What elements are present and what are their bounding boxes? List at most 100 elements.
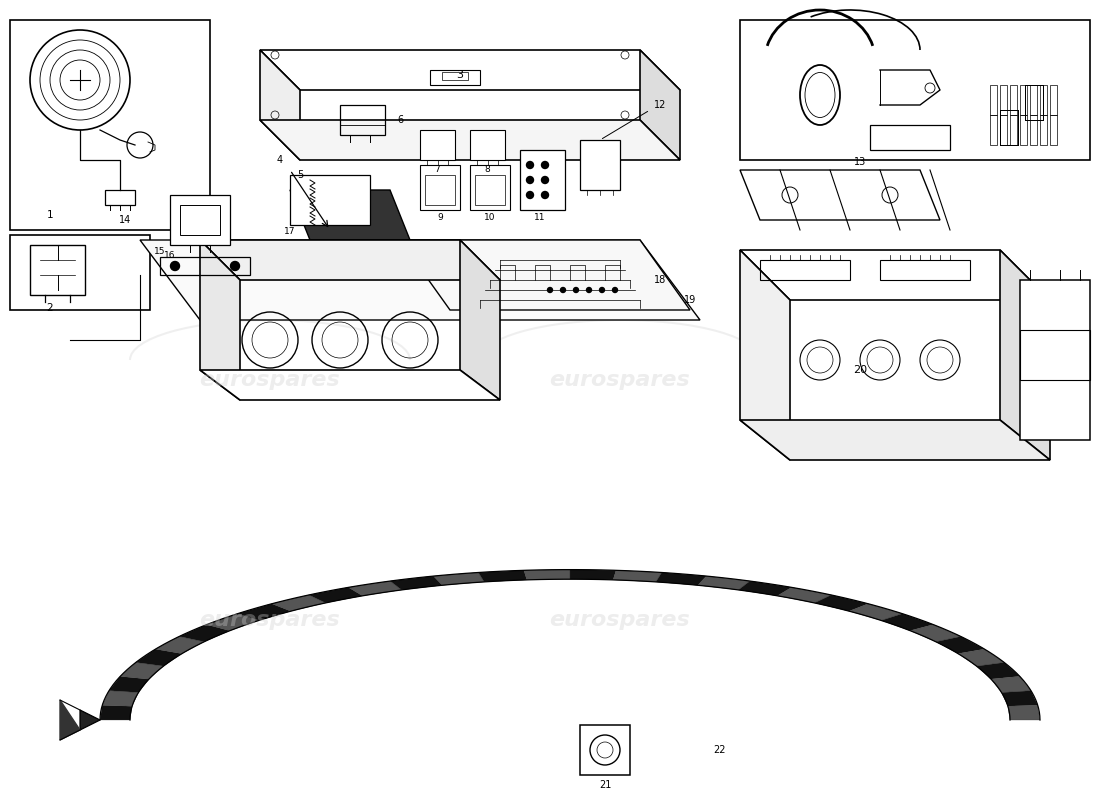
Polygon shape [740, 420, 1050, 460]
Text: 7: 7 [434, 166, 440, 174]
Polygon shape [260, 50, 680, 90]
Polygon shape [400, 240, 690, 310]
Text: 8: 8 [485, 166, 491, 174]
Bar [1000, 110, 1018, 145]
Polygon shape [260, 50, 300, 160]
Bar [1000, 110, 1018, 145]
Polygon shape [80, 710, 100, 730]
Polygon shape [849, 604, 902, 621]
Text: 13: 13 [854, 157, 866, 167]
Bar [442, 72, 468, 80]
Polygon shape [738, 581, 792, 596]
Bar [740, 20, 1090, 160]
Text: 19: 19 [684, 295, 696, 305]
Circle shape [613, 287, 617, 293]
Bar [1025, 85, 1043, 120]
Text: 6: 6 [397, 115, 403, 125]
Bar [420, 165, 460, 210]
Bar [990, 85, 997, 115]
Polygon shape [977, 662, 1020, 679]
Polygon shape [910, 625, 960, 642]
Text: 11: 11 [535, 214, 546, 222]
Polygon shape [102, 690, 139, 706]
Text: 15: 15 [154, 247, 166, 257]
Text: 18: 18 [653, 275, 667, 285]
Bar [1025, 85, 1043, 120]
Text: eurospares: eurospares [550, 370, 691, 390]
Bar [1025, 85, 1043, 120]
Polygon shape [272, 595, 326, 611]
Bar [170, 195, 230, 245]
Polygon shape [207, 614, 258, 630]
Bar [290, 175, 370, 225]
Polygon shape [135, 649, 182, 666]
Polygon shape [60, 700, 80, 740]
Bar [1010, 85, 1018, 115]
Bar [1000, 85, 1006, 115]
Polygon shape [740, 250, 790, 460]
Bar [104, 190, 135, 205]
Bar [520, 150, 565, 210]
Polygon shape [936, 637, 985, 654]
Polygon shape [179, 625, 230, 642]
Circle shape [600, 287, 605, 293]
Polygon shape [109, 676, 148, 693]
Bar [420, 130, 455, 160]
Text: 21: 21 [598, 780, 612, 790]
Polygon shape [958, 649, 1004, 666]
Circle shape [561, 287, 565, 293]
Polygon shape [640, 50, 680, 160]
Bar [180, 205, 220, 235]
Bar [1020, 330, 1090, 380]
Polygon shape [656, 573, 706, 586]
Bar [340, 105, 385, 135]
Bar [470, 130, 505, 160]
Polygon shape [613, 570, 662, 582]
Bar [1000, 110, 1018, 145]
Bar [1000, 110, 1018, 145]
Bar [1040, 85, 1047, 115]
Circle shape [170, 262, 179, 270]
Bar [580, 140, 620, 190]
Bar [1020, 115, 1027, 145]
Circle shape [548, 287, 552, 293]
Bar [10, 20, 210, 230]
Bar [580, 725, 630, 775]
Bar [1030, 115, 1037, 145]
Polygon shape [140, 240, 700, 320]
Text: 17: 17 [284, 227, 296, 237]
Text: 1: 1 [46, 210, 53, 220]
Polygon shape [260, 120, 680, 160]
Polygon shape [1001, 690, 1037, 706]
Circle shape [231, 262, 240, 270]
Polygon shape [524, 570, 570, 580]
Bar [870, 125, 950, 150]
Bar [990, 115, 997, 145]
Bar [1000, 110, 1018, 145]
Bar [1000, 110, 1018, 145]
Bar [10, 235, 150, 310]
Circle shape [527, 191, 534, 198]
Bar [1020, 85, 1027, 115]
Polygon shape [200, 240, 240, 400]
Polygon shape [390, 576, 442, 590]
Bar [475, 175, 505, 205]
Bar [30, 245, 85, 295]
Bar [1050, 115, 1057, 145]
Text: 16: 16 [164, 250, 176, 259]
Polygon shape [1000, 250, 1050, 460]
Text: 3: 3 [456, 70, 463, 80]
Text: 20: 20 [852, 365, 867, 375]
Circle shape [541, 177, 549, 183]
Text: 5: 5 [297, 170, 304, 180]
Polygon shape [433, 573, 484, 586]
Circle shape [30, 30, 130, 130]
Text: 4: 4 [277, 155, 283, 165]
Circle shape [527, 162, 534, 169]
Bar [1050, 85, 1057, 115]
Polygon shape [290, 190, 410, 240]
Circle shape [541, 191, 549, 198]
Bar [470, 165, 510, 210]
Text: 12: 12 [653, 100, 667, 110]
Polygon shape [100, 706, 132, 720]
